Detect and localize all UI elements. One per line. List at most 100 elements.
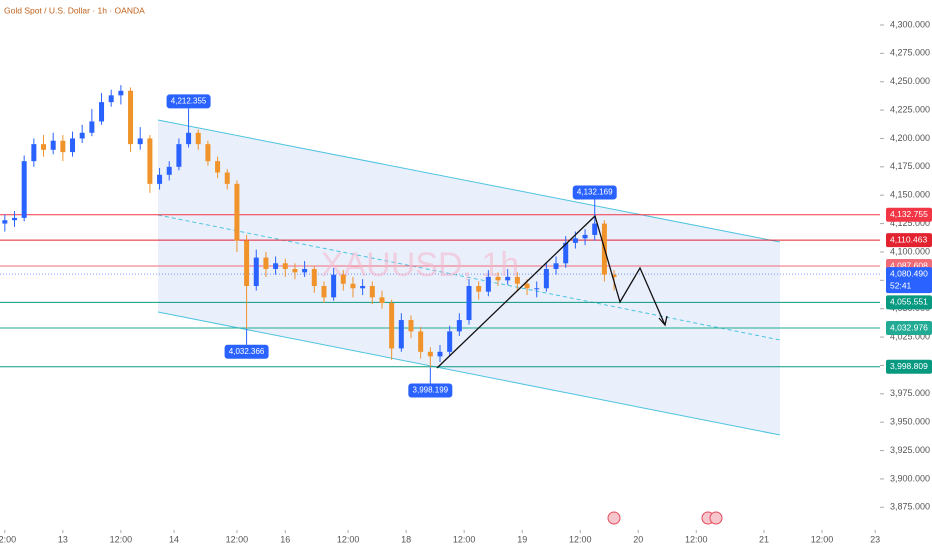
price-level-tag bbox=[886, 359, 932, 374]
channel-lower bbox=[157, 311, 781, 436]
candle-body bbox=[147, 138, 153, 184]
y-tick-label: 4,150.000 bbox=[890, 190, 930, 200]
price-level-tag bbox=[886, 207, 932, 222]
candle-body bbox=[331, 274, 337, 298]
candle-body bbox=[99, 102, 105, 122]
price-level-label: 3,998.809 bbox=[890, 361, 928, 371]
price-level-label: 4,132.755 bbox=[890, 209, 928, 219]
candle-body bbox=[389, 303, 395, 349]
candle-body bbox=[224, 172, 230, 184]
candle-body bbox=[447, 331, 453, 352]
y-tick-label: 3,925.000 bbox=[890, 445, 930, 455]
candle-body bbox=[263, 257, 269, 269]
candle-body bbox=[398, 320, 404, 349]
y-tick-label: 4,200.000 bbox=[890, 133, 930, 143]
candle-body bbox=[273, 263, 279, 269]
candle-body bbox=[128, 90, 134, 145]
callout-box bbox=[166, 94, 211, 109]
x-tick-label: 14 bbox=[169, 534, 179, 544]
candle-body bbox=[456, 320, 462, 332]
price-level-label: 4,087.608 bbox=[890, 260, 928, 270]
candle-body bbox=[205, 144, 211, 162]
projection-arrow bbox=[658, 315, 668, 327]
projection-path bbox=[436, 214, 666, 369]
candle-body bbox=[553, 263, 559, 269]
candle-body bbox=[31, 144, 37, 162]
y-tick-label: 4,025.000 bbox=[890, 331, 930, 341]
candle-body bbox=[427, 351, 433, 357]
candle-body bbox=[340, 274, 346, 284]
candle-body bbox=[321, 285, 327, 298]
callout-box bbox=[408, 383, 453, 398]
candle-body bbox=[466, 285, 472, 321]
candle-body bbox=[195, 132, 201, 145]
y-tick-label: 4,125.000 bbox=[890, 218, 930, 228]
candle-body bbox=[292, 268, 298, 273]
price-level-tag bbox=[886, 233, 932, 248]
candle-body bbox=[41, 144, 47, 150]
callout-box bbox=[224, 344, 269, 359]
y-tick-label: 4,100.000 bbox=[890, 246, 930, 256]
candle-body bbox=[485, 276, 491, 292]
x-tick-label: 18 bbox=[401, 534, 411, 544]
candle-body bbox=[543, 268, 549, 289]
candle-body bbox=[2, 220, 8, 224]
candle-body bbox=[12, 217, 18, 221]
axes: 3,875.000 3,900.000 3,925.000 3,950.000 3,97… bbox=[0, 19, 932, 544]
callout-label: 3,998.199 bbox=[413, 386, 449, 395]
x-tick-label: 20 bbox=[633, 534, 643, 544]
candle-body bbox=[495, 276, 501, 281]
candle-body bbox=[369, 285, 375, 298]
candle-body bbox=[302, 268, 308, 273]
current-price-label: 4,080.490 bbox=[890, 268, 928, 278]
x-tick-label: 12:00 bbox=[337, 534, 360, 544]
chart-title: Gold Spot / U.S. Dollar · 1h · OANDA bbox=[4, 5, 145, 15]
price-level-label: 4,110.463 bbox=[890, 234, 927, 244]
candle-body bbox=[592, 223, 598, 235]
levels bbox=[0, 214, 880, 368]
candle-body bbox=[563, 242, 569, 264]
y-tick-label: 4,175.000 bbox=[890, 161, 930, 171]
candle-body bbox=[360, 285, 366, 289]
x-tick-label: 12:00 bbox=[453, 534, 476, 544]
channel-mid bbox=[157, 214, 781, 341]
candle-body bbox=[157, 174, 163, 184]
x-tick-label: 12:00 bbox=[0, 534, 16, 544]
x-tick-label: 16 bbox=[280, 534, 290, 544]
callout-label: 4,212.355 bbox=[171, 97, 207, 106]
candle-body bbox=[282, 263, 288, 269]
channel-upper bbox=[157, 119, 781, 243]
x-tick-label: 12:00 bbox=[685, 534, 708, 544]
candle-body bbox=[379, 297, 385, 304]
candle-body bbox=[311, 268, 317, 286]
candle-body bbox=[437, 351, 443, 357]
candle-body bbox=[176, 144, 182, 167]
candle-body bbox=[137, 138, 143, 145]
countdown: 52:41 bbox=[890, 280, 912, 290]
current-price-tag bbox=[886, 267, 932, 294]
candle-body bbox=[582, 234, 588, 239]
y-tick-label: 4,250.000 bbox=[890, 76, 930, 86]
annotations: 4,212.355 4,032.366 3,998.199 4,132.169 bbox=[166, 94, 617, 398]
price-level-label: 4,032.976 bbox=[890, 322, 928, 332]
candle-body bbox=[79, 132, 85, 139]
candle-body bbox=[408, 320, 414, 332]
candle-body bbox=[611, 274, 617, 277]
price-level-tag bbox=[886, 321, 932, 336]
x-tick-label: 23 bbox=[870, 534, 880, 544]
candle-body bbox=[50, 140, 56, 150]
candle-body bbox=[108, 95, 114, 103]
callout-label: 4,032.366 bbox=[229, 347, 265, 356]
y-tick-label: 3,900.000 bbox=[890, 473, 930, 483]
candle-body bbox=[534, 288, 540, 290]
x-tick-label: 12:00 bbox=[569, 534, 592, 544]
candle-body bbox=[70, 138, 76, 153]
y-tick-label: 3,950.000 bbox=[890, 417, 930, 427]
candle-body bbox=[21, 161, 27, 218]
x-tick-label: 12:00 bbox=[110, 534, 133, 544]
x-tick-label: 19 bbox=[517, 534, 527, 544]
x-tick-label: 13 bbox=[58, 534, 68, 544]
y-tick-label: 4,300.000 bbox=[890, 19, 930, 29]
candles bbox=[2, 85, 617, 368]
